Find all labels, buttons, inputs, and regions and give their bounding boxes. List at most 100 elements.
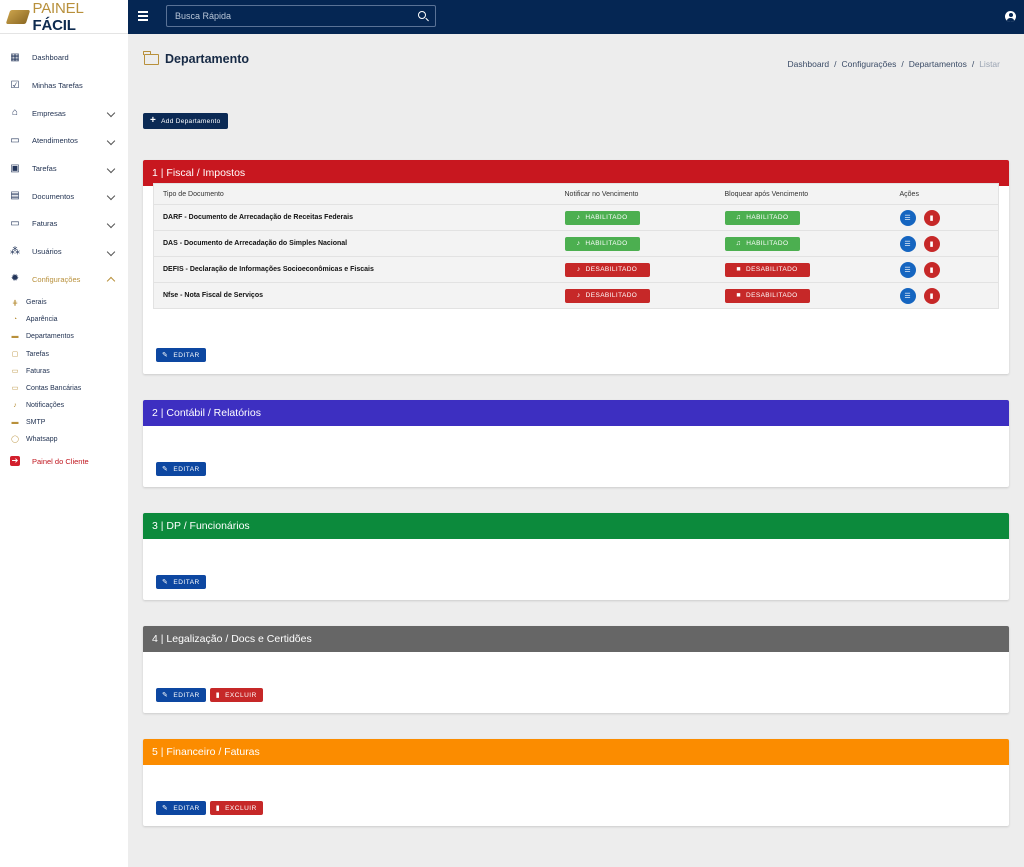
notify-toggle[interactable]: ♪ DESABILITADO: [564, 288, 650, 303]
delete-icon[interactable]: ▮: [923, 261, 940, 278]
department-card: 2 | Contábil / Relatórios ✎ EDITAR: [143, 400, 1009, 487]
add-department-button[interactable]: + Add Departamento: [143, 113, 228, 129]
department-header: 5 | Financeiro / Faturas: [143, 739, 1009, 765]
sidebar-item-configuracoes[interactable]: ✹ Configurações: [0, 266, 128, 294]
sidebar-item-label: Painel do Cliente: [32, 456, 89, 466]
block-toggle[interactable]: ♫ HABILITADO: [724, 210, 800, 225]
card-actions: ✎ EDITAR: [156, 348, 206, 362]
sidebar-item-dashboard[interactable]: ▦ Dashboard: [0, 44, 128, 72]
breadcrumb-dashboard[interactable]: Dashboard: [787, 59, 830, 69]
submenu-item-label: Faturas: [26, 367, 50, 375]
config-submenu: ⋕ Gerais ◔ Aparência ▬ Departamentos ▢ Taref…: [0, 293, 128, 448]
department-header: 3 | DP / Funcionários: [143, 513, 1009, 539]
department-header: 2 | Contábil / Relatórios: [143, 400, 1009, 426]
dashboard-icon: ▦: [10, 51, 20, 63]
submenu-item-whatsapp[interactable]: ◯ Whatsapp: [0, 431, 128, 448]
sidebar-item-label: Tarefas: [32, 164, 57, 174]
card-actions: ✎ EDITAR: [156, 575, 206, 589]
sidebar-item-empresas[interactable]: ⌂ Empresas: [0, 99, 128, 127]
edit-button[interactable]: ✎ EDITAR: [156, 462, 206, 476]
money-icon: ▭: [11, 368, 19, 376]
sliders-icon: ⋕: [12, 299, 18, 307]
sidebar-item-label: Usuários: [32, 247, 62, 257]
submenu-item-aparencia[interactable]: ◔ Aparência: [0, 311, 128, 328]
notify-toggle[interactable]: ♪ DESABILITADO: [564, 262, 650, 277]
sidebar-item-tarefas[interactable]: ▣ Tarefas: [0, 155, 128, 183]
delete-button[interactable]: ▮ EXCLUIR: [209, 801, 263, 815]
edit-button[interactable]: ✎ EDITAR: [156, 688, 206, 702]
edit-icon: ✎: [162, 579, 169, 586]
brand-part2: FÁCIL: [32, 16, 76, 34]
list-icon[interactable]: ☰: [899, 287, 916, 304]
search-input[interactable]: Busca Rápida: [166, 5, 436, 27]
lock-open-icon: ♫: [735, 240, 742, 247]
delete-icon[interactable]: ▮: [923, 287, 940, 304]
breadcrumb-current: Listar: [979, 59, 1000, 69]
bank-icon: ⌂: [11, 107, 19, 119]
edit-button[interactable]: ✎ EDITAR: [156, 801, 206, 815]
chevron-down-icon: [106, 219, 116, 229]
palette-icon: ◔: [12, 316, 18, 324]
calendar-icon: ▣: [10, 162, 20, 174]
lock-open-icon: ♫: [735, 214, 742, 221]
chevron-down-icon: [106, 108, 116, 118]
sidebar-item-faturas[interactable]: ▭ Faturas: [0, 210, 128, 238]
sidebar-item-painel-cliente[interactable]: ➔ Painel do Cliente: [0, 448, 128, 474]
submenu-item-faturas[interactable]: ▭ Faturas: [0, 363, 128, 380]
block-toggle[interactable]: ■ DESABILITADO: [724, 288, 810, 303]
column-header: Notificar no Vencimento: [564, 190, 639, 198]
trash-icon: ▮: [215, 805, 221, 812]
notify-toggle[interactable]: ♪ HABILITADO: [564, 236, 640, 251]
notify-toggle[interactable]: ♪ HABILITADO: [564, 210, 640, 225]
block-toggle[interactable]: ■ DESABILITADO: [724, 262, 810, 277]
sidebar-item-label: Minhas Tarefas: [32, 81, 83, 91]
delete-button[interactable]: ▮ EXCLUIR: [209, 688, 263, 702]
sidebar-item-usuarios[interactable]: ⁂ Usuários: [0, 238, 128, 266]
submenu-item-contas-bancarias[interactable]: ▭ Contas Bancárias: [0, 380, 128, 397]
sidebar-item-atendimentos[interactable]: ▭ Atendimentos: [0, 127, 128, 155]
submenu-item-tarefas[interactable]: ▢ Tarefas: [0, 345, 128, 362]
search-icon[interactable]: [418, 11, 426, 19]
search-placeholder: Busca Rápida: [175, 11, 232, 21]
submenu-item-departamentos[interactable]: ▬ Departamentos: [0, 328, 128, 345]
submenu-item-label: Aparência: [26, 316, 58, 324]
page-header: Departamento: [143, 50, 250, 66]
column-header: Ações: [899, 190, 919, 198]
delete-icon[interactable]: ▮: [923, 209, 940, 226]
menu-toggle-icon[interactable]: [138, 11, 148, 21]
sidebar-item-label: Documentos: [32, 191, 75, 201]
document-type: DARF - Documento de Arrecadação de Recei…: [153, 204, 565, 231]
document-type: DEFIS - Declaração de Informações Socioe…: [153, 256, 565, 283]
document-type: Nfse - Nota Fiscal de Serviços: [153, 282, 565, 309]
lock-icon: ■: [736, 292, 741, 299]
brand-logo[interactable]: PAINEL FÁCIL: [0, 0, 128, 34]
list-icon[interactable]: ☰: [899, 261, 916, 278]
list-icon[interactable]: ☰: [899, 235, 916, 252]
table-header-row: Tipo de Documento Notificar no Venciment…: [154, 184, 999, 205]
gear-icon: ✹: [10, 273, 20, 285]
sidebar-menu: ▦ Dashboard ☑ Minhas Tarefas ⌂ Empresas ▭ At…: [0, 34, 128, 474]
block-toggle[interactable]: ♫ HABILITADO: [724, 236, 800, 251]
edit-button[interactable]: ✎ EDITAR: [156, 348, 206, 362]
submenu-item-gerais[interactable]: ⋕ Gerais: [0, 294, 128, 311]
submenu-item-notificacoes[interactable]: ♪ Notificações: [0, 397, 128, 414]
delete-icon[interactable]: ▮: [923, 235, 940, 252]
sidebar-item-label: Atendimentos: [32, 136, 78, 146]
breadcrumb-configuracoes[interactable]: Configurações: [841, 59, 897, 69]
submenu-item-label: Notificações: [26, 401, 65, 409]
submenu-item-smtp[interactable]: ▬ SMTP: [0, 414, 128, 431]
user-account-icon[interactable]: [1005, 11, 1016, 22]
list-icon[interactable]: ☰: [899, 209, 916, 226]
sidebar-item-documentos[interactable]: ▤ Documentos: [0, 182, 128, 210]
department-card: 5 | Financeiro / Faturas ✎ EDITAR ▮ EXCLUI…: [143, 739, 1009, 826]
page-title: Departamento: [165, 52, 250, 66]
logo-icon: [5, 9, 30, 24]
edit-icon: ✎: [162, 805, 169, 812]
exit-icon: ➔: [10, 456, 20, 467]
brand-part1: PAINEL: [32, 0, 84, 17]
sidebar-item-label: Empresas: [32, 108, 66, 118]
edit-button[interactable]: ✎ EDITAR: [156, 575, 206, 589]
breadcrumb-departamentos[interactable]: Departamentos: [908, 59, 967, 69]
money-icon: ▭: [10, 217, 20, 229]
sidebar-item-minhas-tarefas[interactable]: ☑ Minhas Tarefas: [0, 72, 128, 100]
